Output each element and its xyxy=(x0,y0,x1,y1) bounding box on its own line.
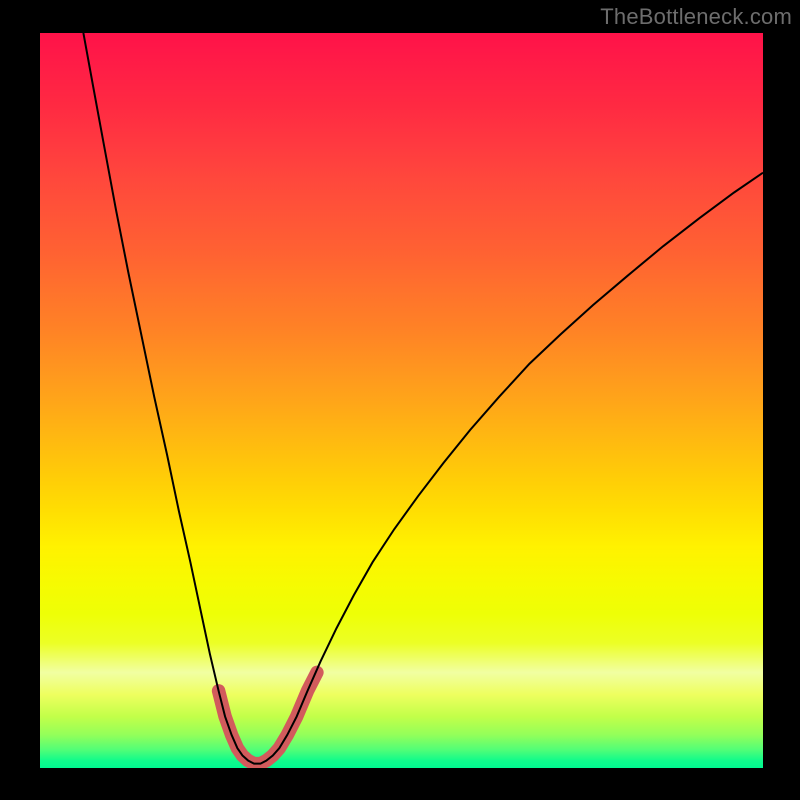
chart-gradient-background xyxy=(40,33,763,768)
chart-svg xyxy=(40,33,763,768)
chart-frame: TheBottleneck.com xyxy=(0,0,800,800)
plot-area xyxy=(40,33,763,768)
watermark-text: TheBottleneck.com xyxy=(600,4,792,30)
